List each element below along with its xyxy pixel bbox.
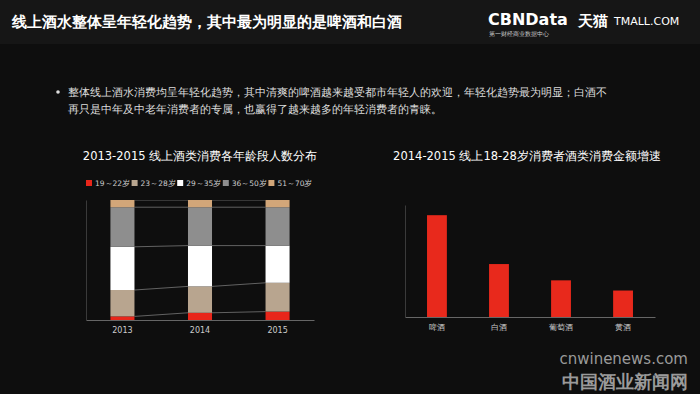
plot-area (427, 215, 633, 317)
connector-line (134, 200, 188, 201)
partner-logo-en: TMALL.COM (613, 15, 679, 28)
bar-segment (266, 246, 290, 283)
connector-line (212, 207, 266, 208)
legend-swatch (223, 180, 229, 186)
legend-swatch (268, 180, 274, 186)
x-tick: 啤酒 (429, 317, 445, 332)
bar-segment (266, 312, 290, 320)
x-axis-line (87, 320, 315, 321)
partner-logo: 天猫 (577, 12, 608, 30)
bar-segment (110, 316, 134, 320)
plot-area (110, 200, 289, 320)
bar-segment (188, 207, 212, 245)
connector-line (134, 207, 188, 208)
bullet-text: 整体线上酒水消费均呈年轻化趋势，其中清爽的啤酒越来越受都市年轻人的欢迎，年轻化趋… (68, 86, 607, 98)
legend-label: 51～70岁 (277, 179, 312, 188)
x-tick: 2014 (190, 320, 210, 335)
x-tick: 2015 (267, 320, 287, 335)
watermark-name: 中国酒业新闻网 (562, 371, 688, 392)
legend-label: 23～28岁 (141, 179, 176, 188)
chart-title: 2013-2015 线上酒类消费各年龄段人数分布 (83, 149, 317, 163)
bar-segment (188, 200, 212, 207)
x-tick-label: 2015 (267, 326, 287, 335)
connector-line (134, 286, 188, 290)
logo-sub: 第一财经商业数据中心 (489, 30, 549, 37)
bar-segment (188, 313, 212, 320)
connector-line (212, 200, 266, 201)
legend: 19～22岁 23～28岁 29～35岁 36～50岁 51～70岁 (86, 179, 312, 188)
bar-segment (266, 200, 290, 207)
x-tick-label: 黄酒 (615, 323, 631, 332)
watermark-url: cnwinenews.com (559, 350, 688, 368)
x-tick: 葡萄酒 (549, 317, 573, 332)
legend-swatch (177, 180, 183, 186)
legend-label: 29～35岁 (186, 179, 221, 188)
bar-segment (188, 286, 212, 312)
y-axis (86, 201, 87, 321)
connector-line (134, 246, 188, 247)
background (0, 0, 700, 394)
bar-segment (110, 200, 134, 207)
x-axis: 2013 2014 2015 (87, 320, 315, 335)
legend-swatch (86, 180, 92, 186)
legend-swatch (132, 180, 138, 186)
bar (489, 264, 509, 317)
y-axis-line (86, 201, 87, 321)
x-axis: 啤酒 白酒 葡萄酒 黄酒 (406, 317, 656, 332)
bar-segment (188, 246, 212, 287)
header-band (0, 0, 700, 44)
bar (551, 280, 571, 317)
x-tick: 2013 (112, 320, 132, 335)
legend-label: 19～22岁 (95, 179, 130, 188)
chart: 2013-2015 线上酒类消费各年龄段人数分布 19～22岁 23～28岁 29～3… (83, 149, 317, 335)
logo: CBNData (488, 10, 568, 29)
connector-line (212, 245, 266, 246)
bar-segment (266, 283, 290, 312)
y-axis-line (405, 206, 406, 318)
chart: 2014-2015 线上18-28岁消费者酒类消费金额增速啤酒 白酒 葡萄酒 黄酒 (393, 149, 661, 332)
x-tick-label: 啤酒 (429, 323, 445, 332)
bar (427, 215, 447, 317)
slide: 线上酒水整体呈年轻化趋势，其中最为明显的是啤酒和白酒 CBNData第一财经商业数… (0, 0, 700, 394)
connector-line (212, 283, 266, 287)
bar (613, 291, 633, 317)
bar-segment (110, 247, 134, 290)
legend-label: 36～50岁 (232, 179, 267, 188)
bar-segment (266, 207, 290, 245)
x-tick-label: 白酒 (491, 323, 507, 332)
page-title: 线上酒水整体呈年轻化趋势，其中最为明显的是啤酒和白酒 (11, 13, 402, 31)
connector-line (134, 313, 188, 317)
x-tick: 黄酒 (615, 317, 631, 332)
bullet-dot (56, 90, 60, 94)
bar-segment (110, 290, 134, 316)
x-tick-label: 2014 (190, 326, 210, 335)
chart-title: 2014-2015 线上18-28岁消费者酒类消费金额增速 (393, 149, 661, 163)
connector-line (212, 312, 266, 313)
bullet-text: 再只是中年及中老年消费者的专属，也赢得了越来越多的年轻消费者的青睐。 (68, 103, 442, 115)
x-tick-label: 2013 (112, 326, 132, 335)
bar-segment (110, 207, 134, 247)
x-tick: 白酒 (491, 317, 507, 332)
y-axis (405, 206, 406, 318)
x-axis-line (406, 317, 656, 318)
x-tick-label: 葡萄酒 (549, 323, 573, 332)
